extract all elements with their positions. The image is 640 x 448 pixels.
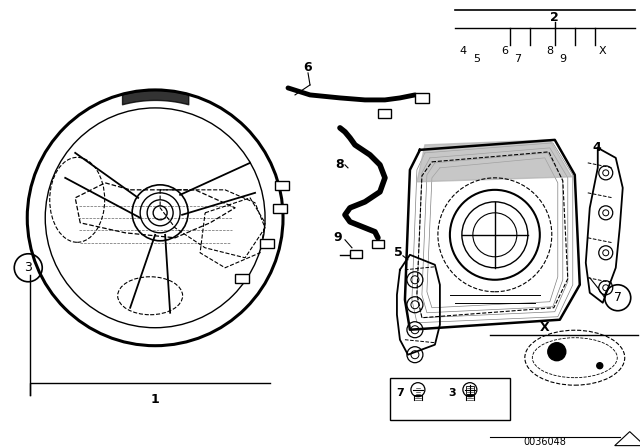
Text: 2: 2 — [550, 12, 559, 25]
Text: 5: 5 — [474, 54, 481, 64]
Circle shape — [596, 363, 603, 369]
Text: 3: 3 — [24, 261, 32, 274]
Text: X: X — [599, 46, 607, 56]
Text: 6: 6 — [501, 46, 508, 56]
Polygon shape — [417, 140, 572, 182]
Text: 4: 4 — [593, 142, 601, 155]
Text: 5: 5 — [394, 246, 403, 259]
FancyBboxPatch shape — [260, 239, 274, 248]
FancyBboxPatch shape — [372, 240, 384, 248]
Text: 6: 6 — [304, 61, 312, 74]
Text: 3: 3 — [448, 388, 456, 398]
Text: 1: 1 — [151, 393, 159, 406]
Bar — [466, 386, 474, 394]
Text: X: X — [540, 321, 550, 334]
Text: 8: 8 — [547, 46, 554, 56]
Text: 7: 7 — [396, 388, 404, 398]
FancyBboxPatch shape — [235, 274, 249, 283]
FancyBboxPatch shape — [350, 250, 362, 258]
Text: 8: 8 — [335, 158, 344, 172]
Text: 7: 7 — [515, 54, 522, 64]
FancyBboxPatch shape — [415, 93, 429, 103]
Text: 4: 4 — [460, 46, 467, 56]
FancyBboxPatch shape — [378, 109, 391, 118]
Text: 0036048: 0036048 — [524, 437, 566, 447]
FancyBboxPatch shape — [275, 181, 289, 190]
Text: 9: 9 — [333, 231, 342, 244]
Circle shape — [548, 343, 566, 361]
Text: 7: 7 — [614, 291, 621, 304]
Bar — [390, 378, 510, 420]
Text: 9: 9 — [559, 54, 566, 64]
FancyBboxPatch shape — [273, 204, 287, 213]
